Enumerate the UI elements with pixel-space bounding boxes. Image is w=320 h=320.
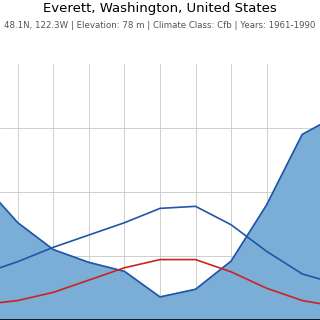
Text: Everett, Washington, United States: Everett, Washington, United States [43, 2, 277, 15]
Text: 48.1N, 122.3W | Elevation: 78 m | Climate Class: Cfb | Years: 1961-1990: 48.1N, 122.3W | Elevation: 78 m | Climat… [4, 21, 316, 30]
